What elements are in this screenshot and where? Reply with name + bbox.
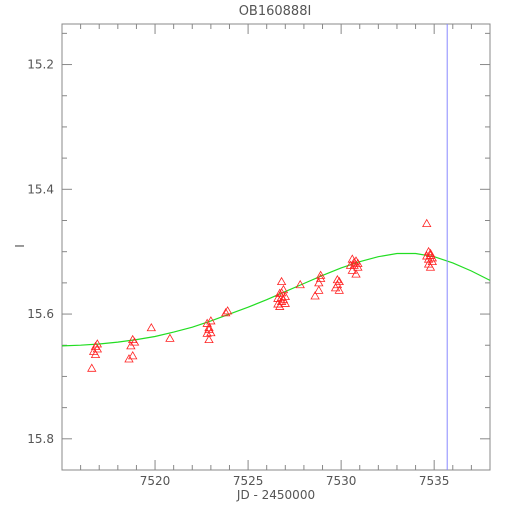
data-point: [206, 316, 216, 325]
data-point: [87, 363, 97, 372]
data-point: [422, 218, 432, 228]
data-point: [276, 276, 287, 286]
data-point: [129, 337, 140, 346]
data-point: [425, 248, 436, 257]
data-points: [87, 218, 438, 372]
data-point: [310, 291, 320, 300]
y-tick-label: 15.2: [27, 58, 54, 72]
data-point: [92, 339, 103, 348]
data-point: [221, 308, 231, 317]
x-tick-label: 7535: [419, 474, 450, 488]
y-tick-label: 15.4: [27, 182, 54, 196]
data-point: [276, 296, 287, 305]
y-axis-label: I: [13, 244, 27, 248]
data-point: [146, 322, 157, 332]
data-point: [425, 262, 436, 271]
x-tick-label: 7520: [140, 474, 171, 488]
x-tick-label: 7525: [233, 474, 264, 488]
data-point: [349, 260, 359, 269]
data-point: [273, 293, 283, 302]
plot-frame: [61, 23, 491, 471]
data-point: [332, 274, 343, 284]
data-point: [295, 279, 305, 289]
data-point: [165, 333, 175, 342]
y-tick-labels: 15.2 15.4 15.6 15.8: [27, 58, 54, 446]
data-point: [427, 253, 438, 262]
data-point: [90, 349, 101, 359]
data-point: [222, 306, 233, 315]
data-point: [280, 298, 290, 307]
data-point: [334, 285, 344, 294]
axis-ticks: [61, 24, 491, 471]
data-point: [315, 270, 326, 279]
data-point: [204, 322, 214, 332]
x-tick-label: 7530: [326, 474, 357, 488]
data-point: [427, 256, 438, 266]
data-point: [204, 334, 214, 344]
y-tick-label: 15.6: [27, 307, 54, 321]
data-point: [278, 284, 289, 294]
data-point: [334, 276, 344, 286]
y-tick-label: 15.8: [27, 432, 54, 446]
data-point: [206, 327, 216, 337]
x-axis-label: JD - 2450000: [236, 488, 315, 502]
data-point: [92, 344, 103, 353]
x-tick-labels: 7520 7525 7530 7535: [140, 474, 450, 488]
data-point: [351, 269, 361, 278]
chart-title: OB160888I: [239, 4, 312, 19]
data-point: [314, 278, 324, 287]
data-point: [353, 258, 363, 267]
data-point: [280, 291, 290, 300]
data-point: [128, 351, 138, 360]
data-point: [314, 285, 324, 294]
